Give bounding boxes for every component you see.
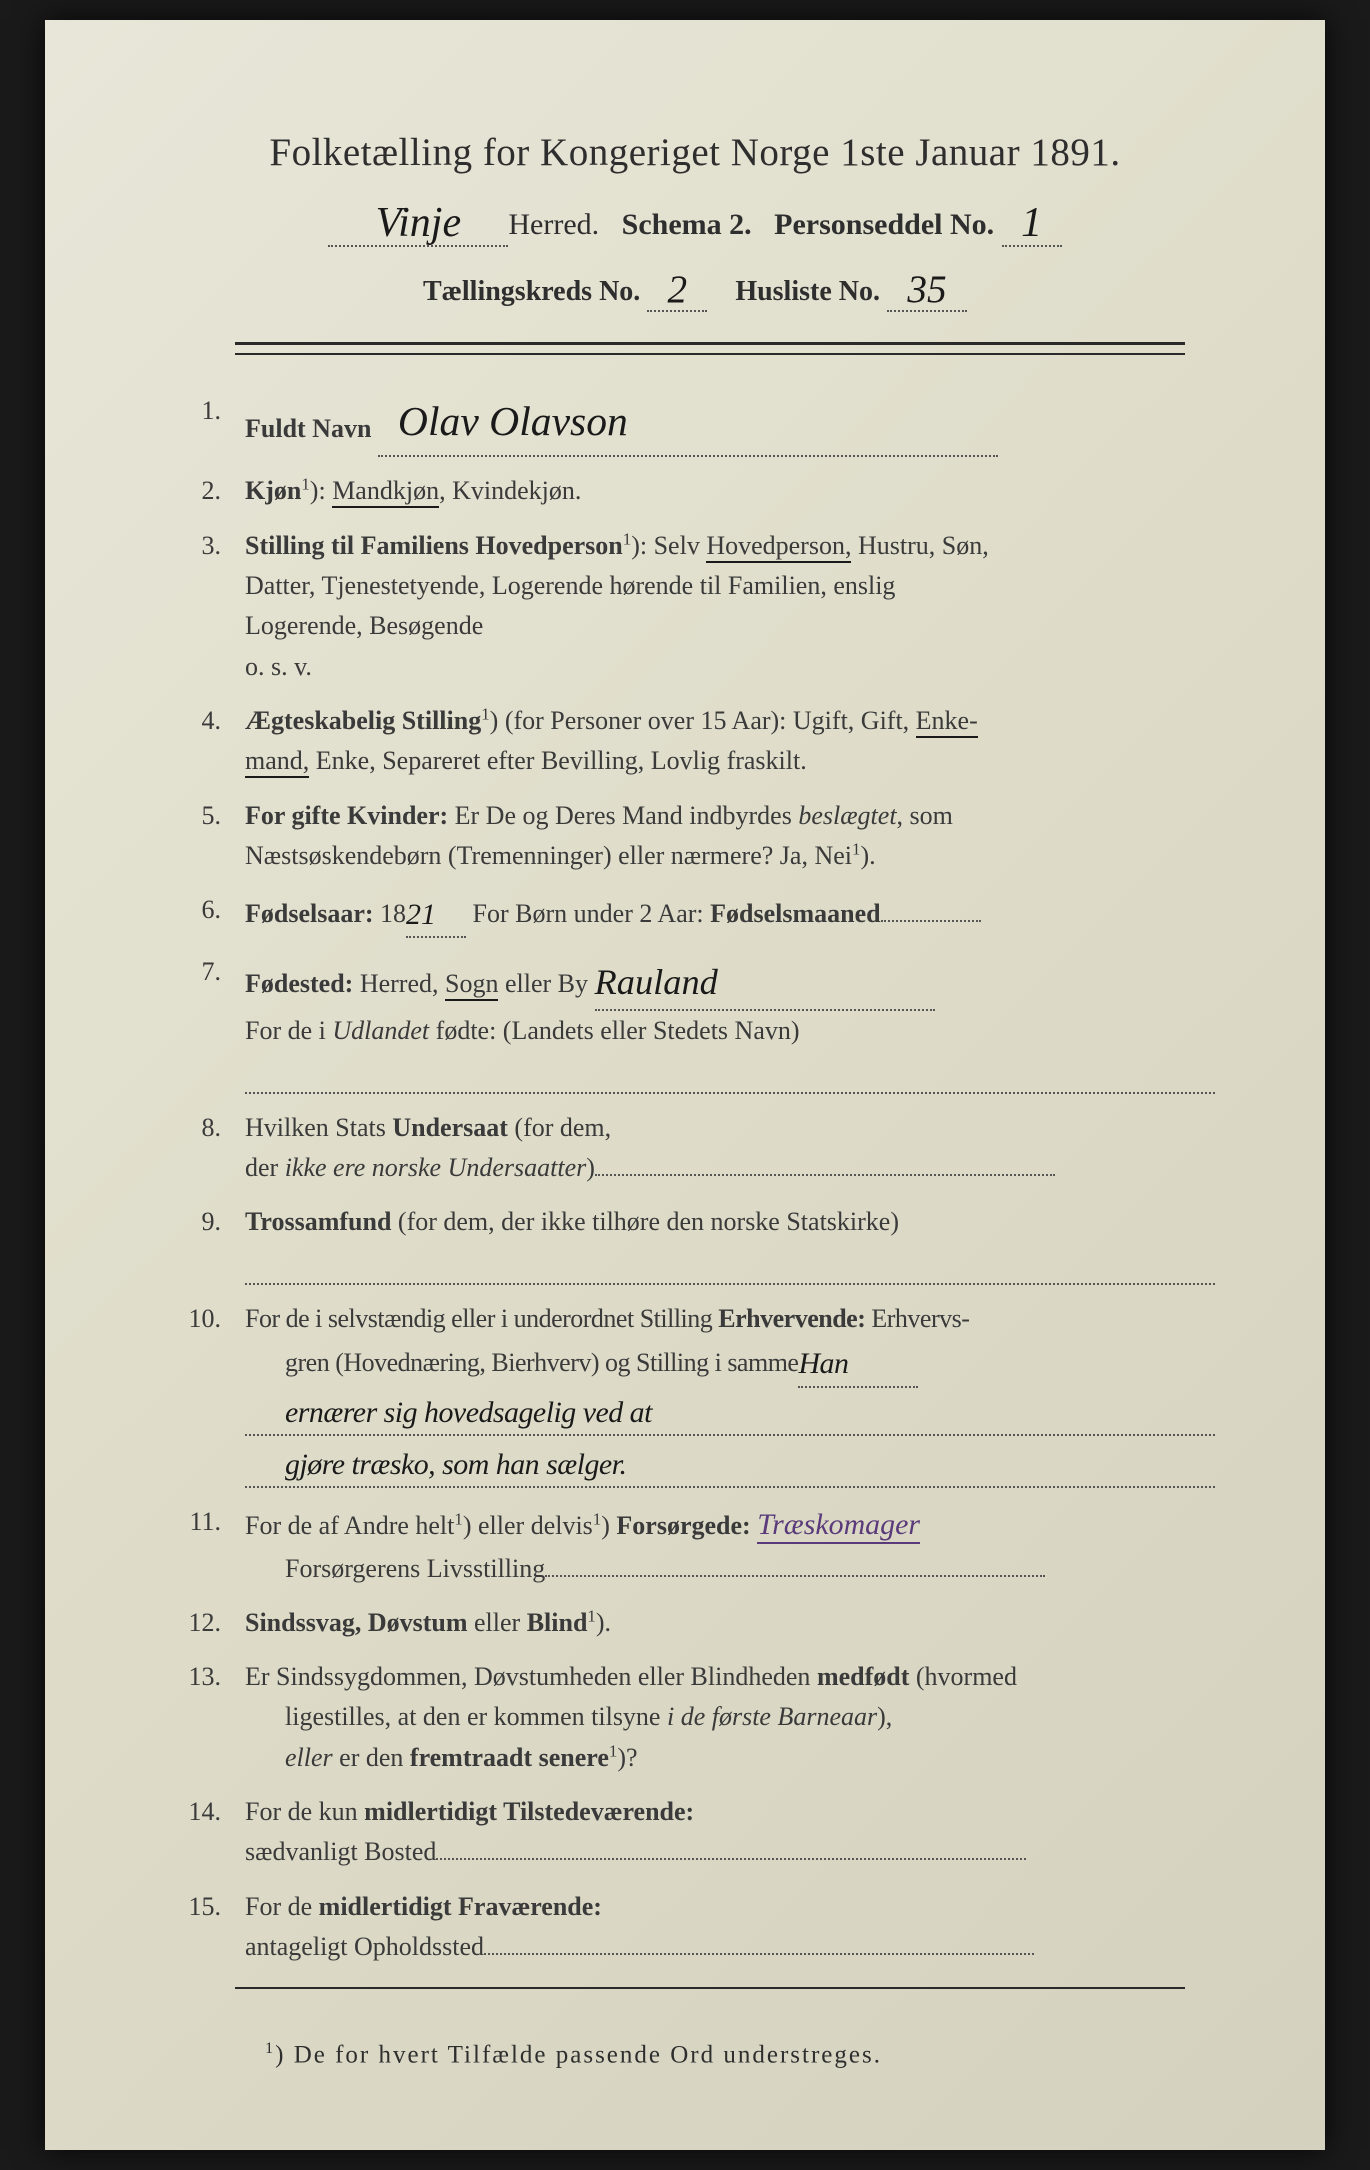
- item-6: 6. Fødselsaar: 1821 For Børn under 2 Aar…: [175, 890, 1215, 938]
- footnote: 1) De for hvert Tilfælde passende Ord un…: [175, 2039, 1215, 2069]
- husliste-no-hw: 35: [907, 267, 946, 312]
- item-3: 3. Stilling til Familiens Hovedperson1):…: [175, 526, 1215, 687]
- item-4: 4. Ægteskabelig Stilling1) (for Personer…: [175, 701, 1215, 782]
- item-1: 1. Fuldt Navn Olav Olavson: [175, 391, 1215, 457]
- birthplace-hw: Rauland: [595, 954, 718, 1010]
- item-11: 11. For de af Andre helt1) eller delvis1…: [175, 1502, 1215, 1589]
- item-5: 5. For gifte Kvinder: Er De og Deres Man…: [175, 796, 1215, 877]
- item-7: 7. Fødested: Herred, Sogn eller By Raula…: [175, 952, 1215, 1093]
- name-handwritten: Olav Olavson: [398, 389, 628, 453]
- item-13: 13. Er Sindssygdommen, Døvstumheden elle…: [175, 1657, 1215, 1778]
- supported-hw: Træskomager: [757, 1508, 920, 1544]
- subtitle-2: Tællingskreds No. 2 Husliste No. 35: [175, 265, 1215, 312]
- item-10: 10. For de i selvstændig eller i underor…: [175, 1299, 1215, 1488]
- sex-selected: Mandkjøn: [332, 476, 439, 508]
- item-9: 9. Trossamfund (for dem, der ikke tilhør…: [175, 1202, 1215, 1285]
- occupation-hw-2: ernærer sig hovedsagelig ved at: [245, 1390, 652, 1436]
- census-form-page: Folketælling for Kongeriget Norge 1ste J…: [45, 20, 1325, 2150]
- divider-top-2: [235, 353, 1185, 355]
- item-8: 8. Hvilken Stats Undersaat (for dem, der…: [175, 1108, 1215, 1189]
- personseddel-no-hw: 1: [1021, 199, 1042, 247]
- divider-bottom: [235, 1987, 1185, 1989]
- position-selected: Hovedperson,: [706, 531, 851, 563]
- occupation-hw-1: Han: [798, 1341, 848, 1387]
- kreds-no-hw: 2: [668, 267, 688, 312]
- item-12: 12. Sindssvag, Døvstum eller Blind1).: [175, 1603, 1215, 1643]
- form-items: 1. Fuldt Navn Olav Olavson 2. Kjøn1): Ma…: [175, 391, 1215, 1967]
- occupation-hw-3: gjøre træsko, som han sælger.: [245, 1442, 626, 1488]
- item-2: 2. Kjøn1): Mandkjøn, Kvindekjøn.: [175, 471, 1215, 511]
- birthyear-hw: 21: [406, 892, 436, 938]
- item-14: 14. For de kun midlertidigt Tilstedevære…: [175, 1792, 1215, 1873]
- herred-handwritten: Vinje: [376, 199, 462, 247]
- marital-selected-2: mand,: [245, 746, 309, 778]
- item-15: 15. For de midlertidigt Fraværende: anta…: [175, 1887, 1215, 1968]
- divider-top: [235, 342, 1185, 345]
- subtitle-1: VinjeHerred. Schema 2. Personseddel No. …: [175, 197, 1215, 247]
- marital-selected-1: Enke-: [916, 706, 978, 738]
- page-title: Folketælling for Kongeriget Norge 1ste J…: [175, 130, 1215, 175]
